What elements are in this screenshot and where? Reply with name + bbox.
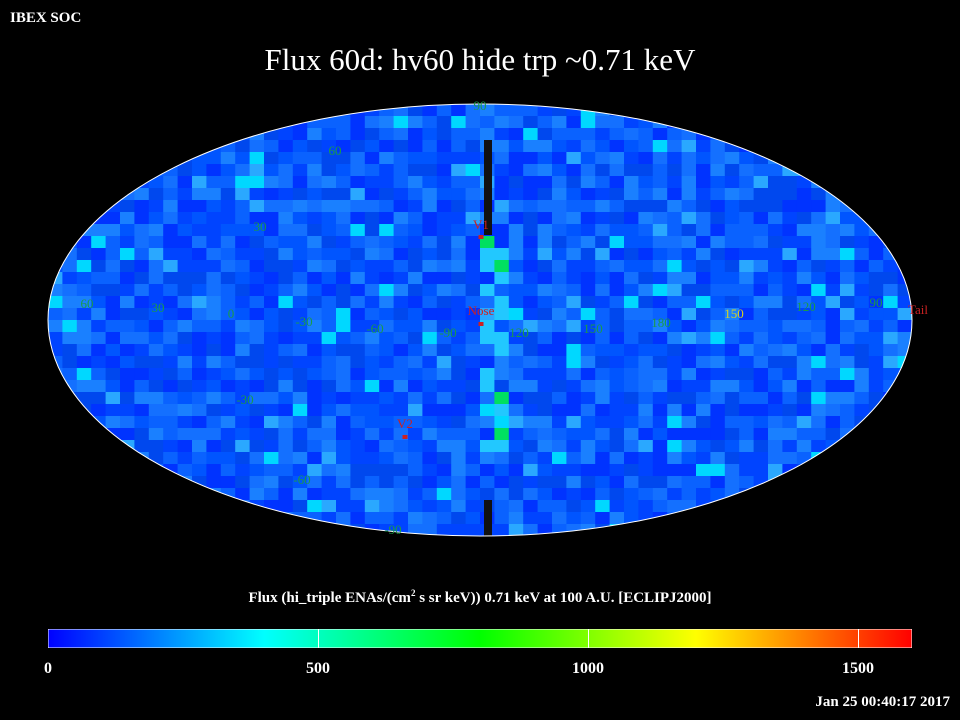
sky-map: 60 30 0 -30 -60 -90 120 150 180 150 120 90 90 60 30 -30… bbox=[47, 98, 928, 537]
latitude-label: 90 bbox=[474, 98, 487, 113]
longitude-label: 60 bbox=[81, 296, 94, 311]
colorbar-tick bbox=[588, 629, 589, 648]
latitude-label: 30 bbox=[254, 219, 267, 234]
longitude-label: 120 bbox=[509, 325, 529, 340]
marker-dot bbox=[478, 322, 484, 326]
marker-label-v2: V2 bbox=[397, 416, 413, 431]
marker-label-tail: Tail bbox=[908, 302, 928, 317]
longitude-label: -60 bbox=[366, 321, 383, 336]
colorbar-title: Flux (hi_triple ENAs/(cm2 s sr keV)) 0.7… bbox=[248, 588, 712, 606]
colorbar bbox=[48, 629, 912, 648]
timestamp: Jan 25 00:40:17 2017 bbox=[815, 694, 950, 710]
marker-dot bbox=[478, 235, 484, 239]
longitude-label: -90 bbox=[439, 325, 456, 340]
longitude-label: 150 bbox=[583, 321, 603, 336]
colorbar-tick-label: 1500 bbox=[842, 660, 874, 677]
longitude-label: -30 bbox=[295, 314, 312, 329]
colorbar-tick bbox=[858, 629, 859, 648]
latitude-label: -90 bbox=[384, 522, 401, 537]
marker-label-v1: V1 bbox=[473, 217, 489, 232]
latitude-label: -60 bbox=[293, 472, 310, 487]
colorbar-tick-label: 0 bbox=[44, 660, 52, 677]
longitude-label: 180 bbox=[651, 315, 671, 330]
colorbar-tick-label: 1000 bbox=[572, 660, 604, 677]
marker-dot bbox=[402, 435, 408, 439]
longitude-label: 30 bbox=[152, 300, 165, 315]
marker-label-nose: Nose bbox=[468, 303, 495, 318]
colorbar-tick bbox=[318, 629, 319, 648]
colorbar-tick-label: 500 bbox=[306, 660, 330, 677]
longitude-label: 150 bbox=[724, 306, 744, 321]
longitude-label: 120 bbox=[796, 299, 816, 314]
longitude-label: 0 bbox=[228, 306, 235, 321]
page-title: Flux 60d: hv60 hide trp ~0.71 keV bbox=[264, 42, 696, 77]
colorbar-gradient bbox=[48, 629, 912, 648]
latitude-label: -30 bbox=[236, 392, 253, 407]
org-label: IBEX SOC bbox=[10, 10, 82, 26]
longitude-label: 90 bbox=[870, 295, 883, 310]
latitude-label: 60 bbox=[329, 143, 342, 158]
